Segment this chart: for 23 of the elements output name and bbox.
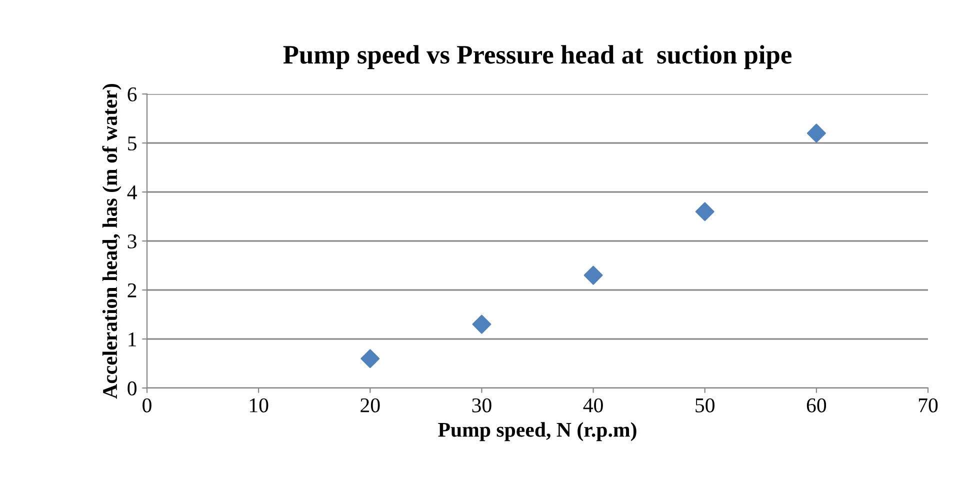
point xyxy=(584,266,603,285)
point xyxy=(695,202,714,222)
point xyxy=(806,124,826,143)
y-tick-label: 2 xyxy=(128,283,136,298)
y-tick-label: 4 xyxy=(127,186,137,200)
x-axis-title: Pump speed, N (r.p.m) xyxy=(438,422,636,442)
x-tick-label: 20 xyxy=(360,398,380,412)
x-tick-label: 70 xyxy=(918,398,938,412)
x-tick-label: 60 xyxy=(806,398,826,412)
x-tick-label: 30 xyxy=(472,398,492,412)
y-tick-label: 1 xyxy=(128,332,136,346)
y-tick-label: 3 xyxy=(128,234,136,248)
y-tick-label: 0 xyxy=(128,381,136,396)
point xyxy=(360,349,380,368)
y-axis-title: Acceleration head, has (m of water) xyxy=(102,84,122,399)
x-tick-label: 10 xyxy=(250,398,268,412)
x-tick-label: 40 xyxy=(583,398,603,412)
x-tick-label: 50 xyxy=(696,398,714,412)
chart-title: Pump speed vs Pressure head at suction pipe xyxy=(283,45,792,70)
point xyxy=(472,314,492,334)
y-tick-label: 6 xyxy=(128,87,137,102)
x-tick-label: 0 xyxy=(142,398,152,412)
y-tick-label: 5 xyxy=(128,136,136,150)
